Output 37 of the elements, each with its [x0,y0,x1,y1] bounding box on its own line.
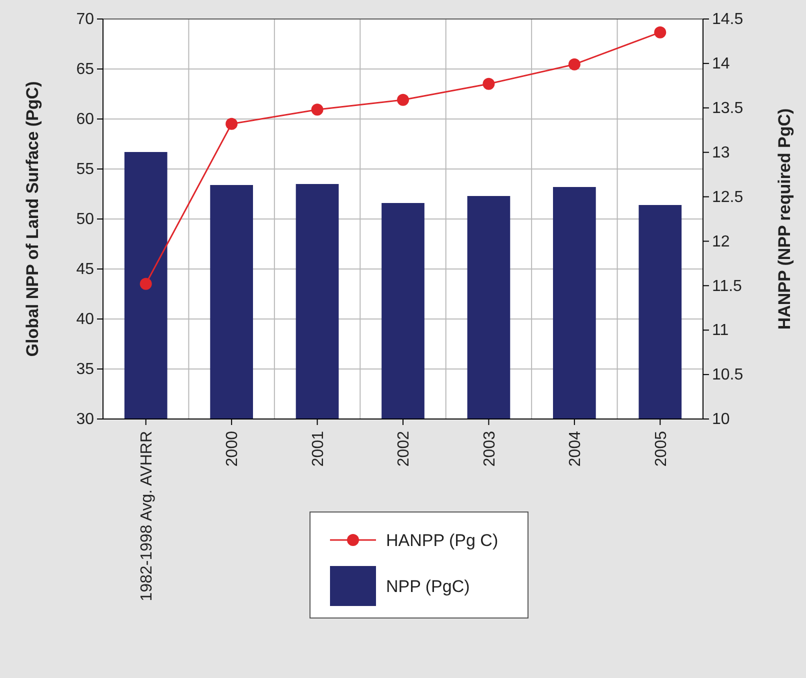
y-tick-label: 40 [76,311,94,328]
y-tick-label: 30 [76,411,94,428]
point [654,26,666,38]
y2-tick-label: 13 [712,144,730,162]
y-tick-label: 70 [76,11,94,28]
x-tick-label: 2005 [652,430,670,467]
y-tick-label: 65 [76,61,94,78]
y-tick-label: 45 [76,261,94,278]
y2-tick-label: 12.5 [712,188,744,206]
y2-tick-label: 12 [712,233,730,250]
y-tick-label: 35 [76,361,94,378]
x-tick-label: 2003 [481,430,498,467]
y2-tick-label: 10.5 [712,366,744,384]
point [482,78,495,90]
x-tick-label: 2001 [310,430,327,467]
y-tick-label: 55 [76,161,94,178]
legend-label: HANPP (Pg C) [386,530,498,550]
point [226,118,238,130]
y2-tick-label: 10 [712,411,730,428]
point [311,104,324,116]
x-tick-label: 2000 [224,430,242,467]
y-axis-title: Global NPP of Land Surface (PgC) [23,81,42,357]
legend-label: NPP (PgC) [386,576,470,596]
y2-tick-label: 11.5 [712,278,742,295]
point [568,58,580,70]
y2-tick-label: 14.5 [712,11,744,28]
y2-tick-label: 14 [712,56,730,73]
y-tick-label: 50 [76,211,94,228]
y2-tick-label: 11 [712,322,729,340]
x-tick-label: 2004 [567,430,584,467]
x-tick-label: 2002 [396,430,413,467]
y2-tick-label: 13.5 [712,100,744,118]
point [140,278,152,290]
y-tick-label: 60 [76,111,94,128]
y2-axis-title: HANPP (NPP required PgC) [775,108,794,330]
point [397,94,409,106]
x-tick-label: 1982-1998 Avg. AVHRR [138,431,156,602]
